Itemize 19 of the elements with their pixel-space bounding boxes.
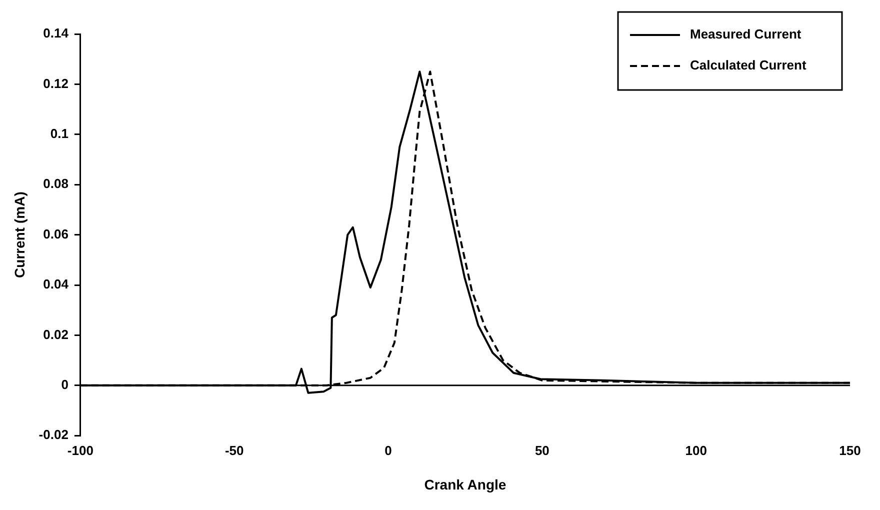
y-tick-label: 0.06: [43, 226, 68, 242]
y-tick-label: 0.02: [43, 326, 68, 342]
legend-label: Measured Current: [690, 26, 802, 42]
y-axis-title: Current (mA): [11, 192, 28, 278]
y-tick-label: 0.04: [43, 276, 70, 292]
y-tick-label: 0.12: [43, 76, 68, 91]
y-tick-label: -0.02: [38, 427, 68, 442]
y-tick-label: 0.1: [50, 126, 68, 141]
y-tick-label: 0.08: [43, 176, 68, 192]
legend-label: Calculated Current: [690, 58, 807, 73]
x-tick-label: 50: [534, 442, 550, 458]
y-tick-label: 0.14: [43, 26, 70, 41]
y-tick-label: 0: [61, 376, 68, 392]
x-tick-label: -50: [224, 442, 244, 458]
x-tick-label: -100: [67, 442, 94, 458]
x-tick-label: 150: [839, 442, 861, 458]
x-tick-label: 100: [685, 442, 707, 458]
x-tick-label: 0: [384, 442, 392, 458]
x-axis-title: Crank Angle: [424, 476, 506, 492]
